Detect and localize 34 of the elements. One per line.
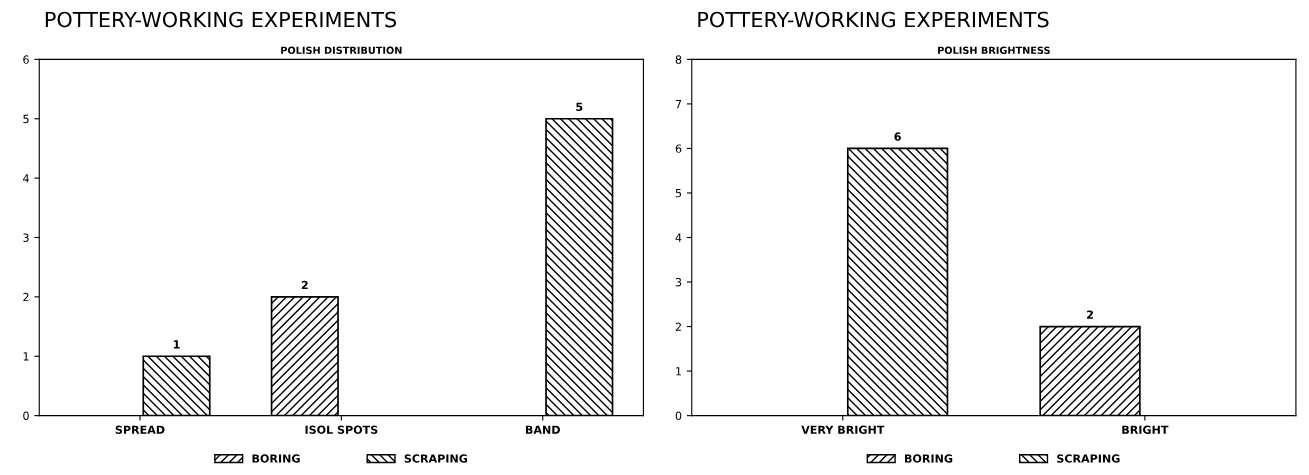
y-tick-label: 6 (675, 144, 682, 153)
chart-title: POTTERY-WORKING EXPERIMENTS (45, 11, 397, 28)
legend-label: SCRAPING (404, 454, 468, 463)
y-tick-label: 6 (23, 55, 29, 64)
data-label: 6 (894, 132, 901, 141)
x-tick-label: SPREAD (115, 425, 165, 434)
y-tick-label: 5 (23, 114, 29, 124)
y-tick-label: 2 (675, 322, 681, 331)
data-label: 5 (576, 102, 583, 112)
data-label: 2 (301, 280, 308, 290)
data-label: 2 (1087, 310, 1093, 319)
chart-subtitle: POLISH DISTRIBUTION (281, 46, 402, 54)
chart-subtitle: POLISH BRIGHTNESS (938, 46, 1050, 54)
x-tick-label: VERY BRIGHT (801, 425, 885, 434)
y-tick-label: 1 (23, 352, 29, 361)
y-tick-label: 8 (675, 55, 682, 64)
y-tick-label: 0 (675, 411, 682, 420)
legend-label: SCRAPING (1057, 454, 1120, 463)
y-tick-label: 7 (675, 100, 682, 109)
y-tick-label: 2 (23, 292, 29, 302)
y-tick-label: 3 (23, 233, 29, 242)
x-tick-label: BAND (525, 425, 560, 434)
y-tick-label: 3 (675, 278, 682, 287)
y-tick-label: 1 (676, 367, 682, 376)
y-tick-label: 5 (675, 189, 682, 198)
x-tick-label: BRIGHT (1122, 425, 1169, 434)
data-label: 1 (173, 340, 180, 349)
legend-label: BORING (905, 454, 953, 463)
legend-label: BORING (252, 454, 300, 463)
chart-title: POTTERY-WORKING EXPERIMENTS (698, 11, 1049, 28)
y-tick-label: 4 (23, 174, 29, 183)
y-tick-label: 4 (675, 233, 682, 242)
y-tick-label: 0 (23, 411, 29, 420)
x-tick-label: ISOL SPOTS (305, 425, 378, 434)
